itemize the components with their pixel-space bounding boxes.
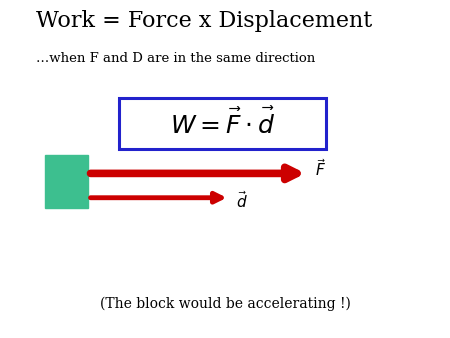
Text: $\vec{d}$: $\vec{d}$ <box>236 190 248 211</box>
Bar <box>45 155 88 208</box>
Text: …when F and D are in the same direction: …when F and D are in the same direction <box>36 52 315 65</box>
FancyBboxPatch shape <box>119 98 326 149</box>
Text: (The block would be accelerating !): (The block would be accelerating !) <box>99 296 351 311</box>
Text: Work = Force x Displacement: Work = Force x Displacement <box>36 10 372 32</box>
Text: $\vec{F}$: $\vec{F}$ <box>315 159 326 179</box>
Text: $W = \vec{F} \cdot \vec{d}$: $W = \vec{F} \cdot \vec{d}$ <box>170 108 275 139</box>
